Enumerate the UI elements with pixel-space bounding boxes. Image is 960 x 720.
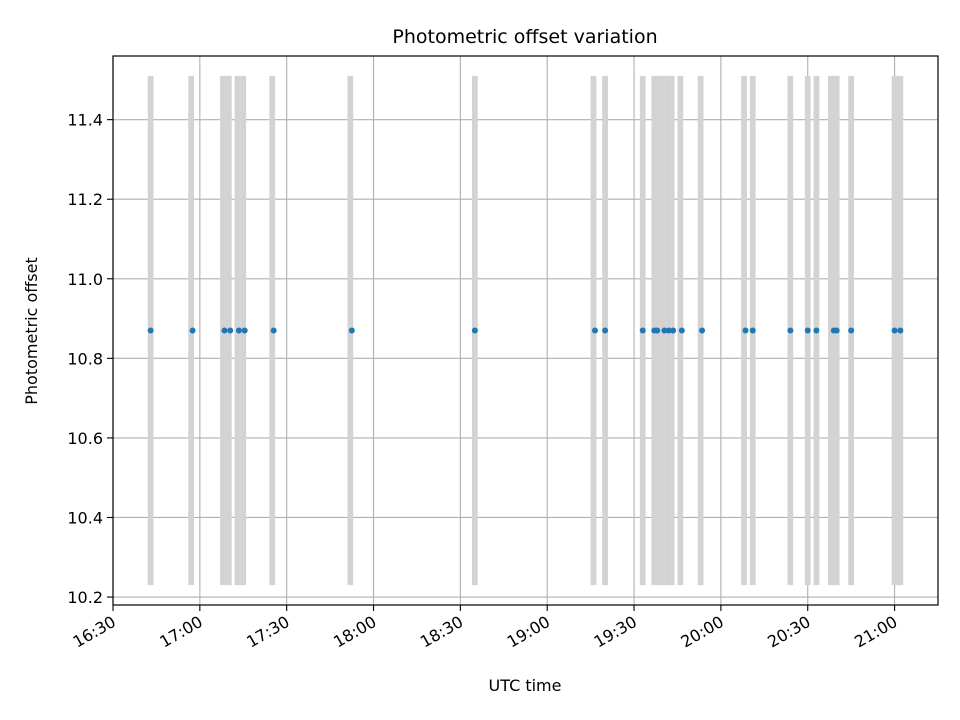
data-point [742, 327, 749, 334]
y-tick-label: 10.4 [67, 508, 103, 527]
data-point [591, 327, 598, 334]
data-point [348, 327, 355, 334]
data-point [813, 327, 820, 334]
data-point [189, 327, 196, 334]
data-point [227, 327, 234, 334]
data-point [221, 327, 228, 334]
data-point [235, 327, 242, 334]
y-tick-label: 11.4 [67, 111, 103, 130]
data-point [241, 327, 248, 334]
data-point [833, 327, 840, 334]
data-point [699, 327, 706, 334]
data-point [665, 327, 672, 334]
data-point [602, 327, 609, 334]
y-tick-label: 10.2 [67, 588, 103, 607]
data-point [897, 327, 904, 334]
data-point [670, 327, 677, 334]
y-tick-label: 10.6 [67, 429, 103, 448]
data-point [661, 327, 668, 334]
plot-frame [112, 55, 939, 606]
point-layer [147, 327, 904, 334]
y-tick-label: 11.2 [67, 190, 103, 209]
data-point [147, 327, 154, 334]
data-point [749, 327, 756, 334]
data-point [678, 327, 685, 334]
y-axis-title: Photometric offset [22, 257, 41, 405]
data-point [654, 327, 661, 334]
data-point [848, 327, 855, 334]
y-tick-label: 10.8 [67, 349, 103, 368]
y-axis: 10.2 10.4 10.6 10.8 11.0 11.2 11.4 [67, 111, 113, 607]
data-point [804, 327, 811, 334]
chart-title: Photometric offset variation [392, 26, 657, 48]
data-point [471, 327, 478, 334]
data-point [639, 327, 646, 334]
x-axis-title: UTC time [489, 676, 562, 695]
data-point [787, 327, 794, 334]
data-point [891, 327, 898, 334]
y-tick-label: 11.0 [67, 270, 103, 289]
data-point [270, 327, 277, 334]
